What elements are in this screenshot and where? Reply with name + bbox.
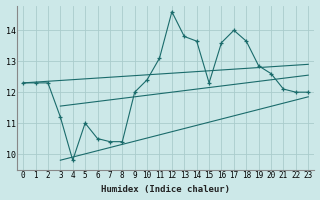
X-axis label: Humidex (Indice chaleur): Humidex (Indice chaleur) [101,185,230,194]
